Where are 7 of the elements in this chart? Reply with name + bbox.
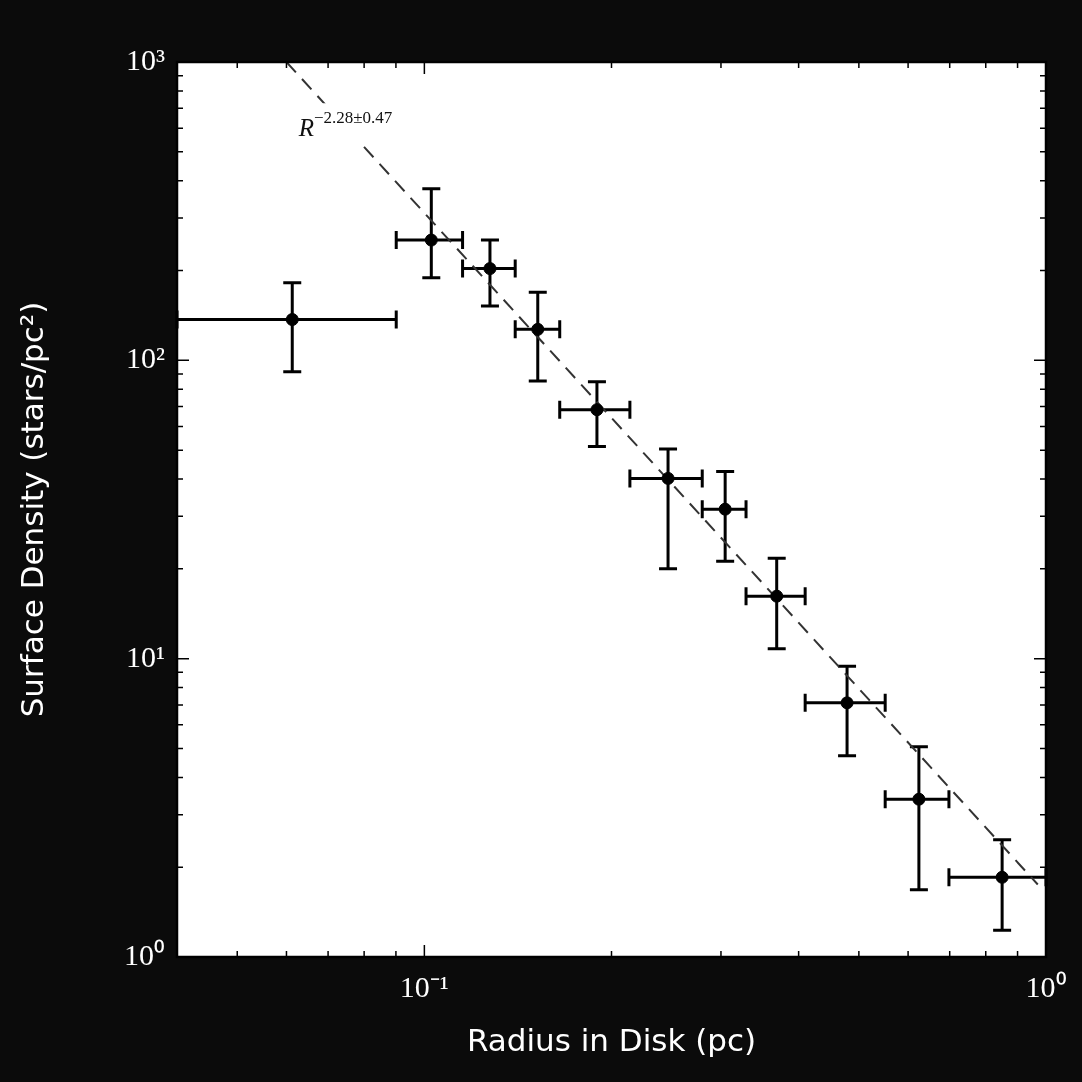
y-axis-title: Surface Density (stars/pc²) <box>13 301 50 718</box>
y-tick-label: 10² <box>126 341 165 375</box>
x-tick-label: 10⁻¹ <box>399 969 449 1003</box>
y-tick-label: 10⁰ <box>124 937 165 971</box>
y-tick-label: 10¹ <box>126 639 165 673</box>
x-axis-title: Radius in Disk (pc) <box>466 1022 757 1059</box>
y-tick-label: 10³ <box>126 42 165 76</box>
